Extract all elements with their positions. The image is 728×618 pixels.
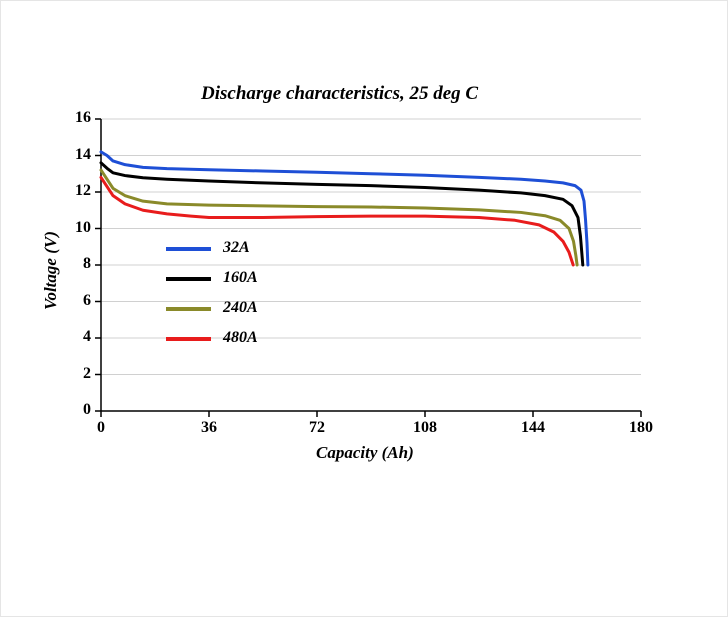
x-tick-label: 72 [297, 419, 337, 437]
legend-label-480A: 480A [223, 329, 258, 347]
x-tick-label: 108 [405, 419, 445, 437]
x-axis-label: Capacity (Ah) [316, 443, 414, 463]
chart-title: Discharge characteristics, 25 deg C [201, 83, 478, 105]
x-tick-label: 0 [81, 419, 121, 437]
y-tick-label: 12 [61, 182, 91, 200]
y-tick-label: 4 [61, 328, 91, 346]
y-tick-label: 8 [61, 255, 91, 273]
y-tick-label: 6 [61, 292, 91, 310]
chart-canvas: Discharge characteristics, 25 deg C Volt… [0, 0, 728, 617]
y-tick-label: 2 [61, 365, 91, 383]
x-tick-label: 180 [621, 419, 661, 437]
y-tick-label: 14 [61, 146, 91, 164]
y-axis-label: Voltage (V) [41, 231, 61, 310]
legend-label-160A: 160A [223, 269, 258, 287]
y-tick-label: 10 [61, 219, 91, 237]
y-tick-label: 0 [61, 401, 91, 419]
y-tick-label: 16 [61, 109, 91, 127]
x-tick-label: 144 [513, 419, 553, 437]
legend-label-32A: 32A [223, 239, 250, 257]
x-tick-label: 36 [189, 419, 229, 437]
legend-label-240A: 240A [223, 299, 258, 317]
